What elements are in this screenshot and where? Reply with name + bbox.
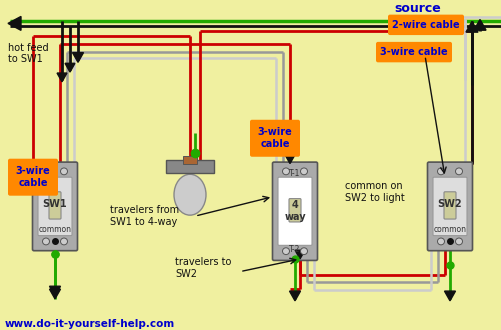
Bar	[166, 160, 213, 173]
Polygon shape	[473, 19, 485, 30]
Text: SW1: SW1	[43, 199, 67, 210]
FancyBboxPatch shape	[249, 120, 300, 157]
Text: travelers to
SW2: travelers to SW2	[175, 257, 231, 279]
Bar	[183, 156, 196, 164]
Text: common on
SW2 to light: common on SW2 to light	[344, 181, 404, 203]
FancyBboxPatch shape	[33, 162, 77, 251]
Polygon shape	[465, 21, 477, 32]
Polygon shape	[65, 63, 75, 72]
Polygon shape	[443, 291, 454, 301]
Text: hot feed
to SW1: hot feed to SW1	[8, 43, 49, 64]
Polygon shape	[50, 286, 61, 296]
Circle shape	[43, 168, 50, 175]
Text: 3-wire
cable: 3-wire cable	[16, 166, 50, 188]
Circle shape	[454, 238, 461, 245]
Text: common: common	[39, 225, 71, 234]
FancyBboxPatch shape	[289, 199, 301, 222]
Circle shape	[61, 168, 67, 175]
Circle shape	[282, 248, 289, 254]
Circle shape	[282, 168, 289, 175]
FancyBboxPatch shape	[38, 177, 72, 236]
Polygon shape	[289, 291, 300, 301]
Circle shape	[437, 238, 443, 245]
Text: 3-wire cable: 3-wire cable	[379, 47, 447, 57]
FancyBboxPatch shape	[427, 162, 471, 251]
Circle shape	[300, 248, 307, 254]
Text: common: common	[433, 225, 465, 234]
Text: T-1: T-1	[289, 169, 300, 178]
Polygon shape	[8, 16, 21, 30]
Text: www.do-it-yourself-help.com: www.do-it-yourself-help.com	[5, 319, 175, 329]
Polygon shape	[50, 289, 61, 299]
Polygon shape	[295, 250, 304, 259]
FancyBboxPatch shape	[278, 177, 312, 245]
Circle shape	[437, 168, 443, 175]
Text: 4
way: 4 way	[284, 200, 305, 222]
Polygon shape	[57, 73, 67, 82]
FancyBboxPatch shape	[443, 192, 455, 219]
Text: source: source	[394, 2, 440, 15]
Polygon shape	[285, 155, 295, 164]
Circle shape	[300, 168, 307, 175]
FancyBboxPatch shape	[387, 15, 463, 35]
Circle shape	[61, 238, 67, 245]
FancyBboxPatch shape	[49, 192, 61, 219]
Circle shape	[43, 238, 50, 245]
FancyBboxPatch shape	[8, 159, 58, 196]
Ellipse shape	[174, 174, 205, 215]
FancyBboxPatch shape	[272, 162, 317, 260]
Polygon shape	[72, 52, 83, 62]
Text: SW2: SW2	[437, 199, 461, 210]
FancyBboxPatch shape	[432, 177, 466, 236]
FancyBboxPatch shape	[375, 42, 451, 62]
Text: 2-wire cable: 2-wire cable	[391, 20, 459, 30]
Text: T-2: T-2	[289, 245, 300, 254]
Text: 3-wire
cable: 3-wire cable	[257, 127, 292, 149]
Text: travelers from
SW1 to 4-way: travelers from SW1 to 4-way	[110, 205, 179, 227]
Circle shape	[454, 168, 461, 175]
